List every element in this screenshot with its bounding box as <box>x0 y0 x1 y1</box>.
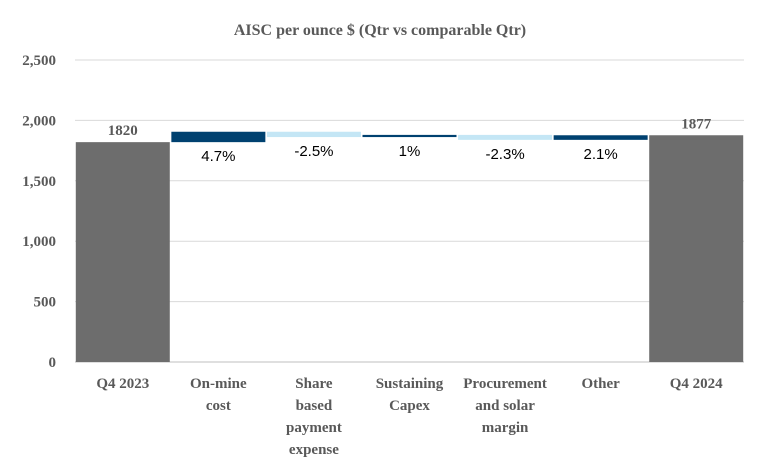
chart-title: AISC per ounce $ (Qtr vs comparable Qtr) <box>234 22 526 39</box>
total-bar <box>75 142 170 362</box>
y-tick-label: 1,500 <box>22 174 56 190</box>
increase-bar <box>171 131 266 143</box>
increase-bar <box>553 135 648 140</box>
data-label: 1% <box>399 143 421 160</box>
y-tick-label: 1,000 <box>22 234 56 250</box>
gridlines <box>75 59 744 363</box>
y-tick-label: 2,500 <box>22 53 56 69</box>
x-tick-label: Q4 2023 <box>96 376 149 392</box>
x-tick-label: Other <box>581 376 620 392</box>
y-tick-label: 0 <box>49 355 57 371</box>
data-label: 1820 <box>108 123 138 139</box>
data-label: -2.3% <box>485 146 524 163</box>
data-labels: 1820 4.7% -2.5% 1% -2.3% 2.1% 1877 <box>108 116 712 165</box>
y-tick-label: 500 <box>34 295 57 311</box>
x-tick-label: Share based payment expense <box>286 376 342 458</box>
bars <box>75 131 744 362</box>
x-tick-label: Q4 2024 <box>670 376 723 392</box>
total-bar <box>649 135 744 362</box>
x-tick-label: Sustaining Capex <box>376 376 444 414</box>
decrease-bar <box>266 131 361 138</box>
x-tick-label: On-mine cost <box>190 376 247 414</box>
x-tick-label: Procurement and solar margin <box>463 376 547 436</box>
x-axis-ticks: Q4 2023 On-mine cost Share based payment expen… <box>96 376 723 458</box>
data-label: 4.7% <box>201 148 235 165</box>
increase-bar <box>362 134 457 138</box>
y-tick-label: 2,000 <box>22 113 56 129</box>
data-label: -2.5% <box>294 143 333 160</box>
data-label: 1877 <box>681 116 712 132</box>
data-label: 2.1% <box>584 146 618 163</box>
y-axis-ticks: 0 500 1,000 1,500 2,000 2,500 <box>22 53 56 371</box>
decrease-bar <box>458 134 553 140</box>
